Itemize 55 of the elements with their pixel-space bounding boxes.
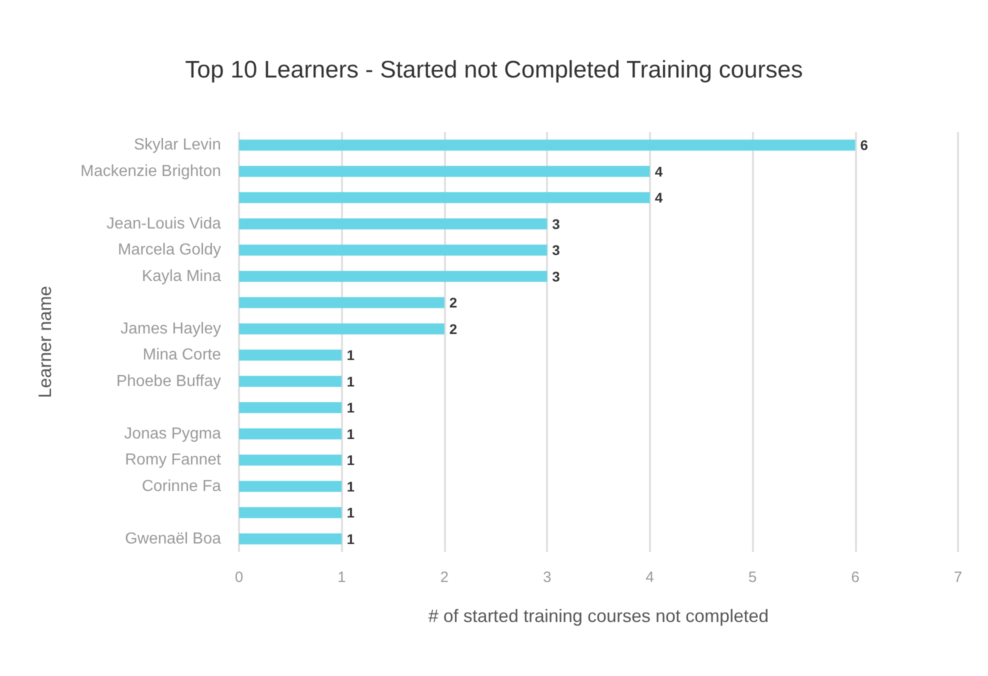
data-label: 4 — [654, 190, 663, 206]
y-tick-label: Jean-Louis Vida — [106, 215, 222, 232]
data-label: 4 — [654, 163, 663, 180]
data-label: 2 — [449, 294, 458, 311]
bar — [239, 140, 856, 151]
y-tick-label: Mina Corte — [142, 346, 222, 364]
bar — [239, 323, 444, 334]
y-tick-label: Marcela Goldy — [118, 242, 221, 259]
bar — [239, 402, 342, 414]
bar — [239, 428, 342, 440]
bar — [239, 270, 548, 282]
y-tick-label: Gwenaël Boa — [124, 530, 222, 548]
x-axis-title: # of started training courses not completed — [428, 606, 769, 626]
bar — [239, 297, 444, 308]
bar — [239, 218, 548, 230]
data-label: 3 — [552, 242, 560, 258]
y-tick-label: James Hayley — [120, 320, 221, 338]
bar — [239, 454, 342, 466]
y-tick-label: Corinne Fa — [142, 478, 222, 495]
bar — [239, 480, 342, 492]
bar — [239, 350, 342, 361]
bar — [239, 533, 342, 544]
data-label: 3 — [552, 268, 560, 284]
data-label: 1 — [346, 400, 355, 416]
y-tick-label: Mackenzie Brighton — [80, 162, 221, 180]
data-label: 1 — [346, 452, 355, 468]
x-tick-label: 2 — [440, 569, 449, 586]
data-label: 2 — [449, 320, 458, 337]
y-axis-title: Learner name — [35, 286, 55, 398]
data-label: 1 — [346, 530, 355, 547]
x-tick-label: 3 — [542, 569, 552, 586]
x-tick-label: 6 — [851, 569, 860, 586]
x-tick-label: 0 — [234, 569, 244, 586]
data-label: 1 — [346, 426, 355, 442]
x-tick-label: 1 — [338, 569, 346, 586]
y-tick-label: Skylar Levin — [134, 136, 221, 154]
x-tick-label: 7 — [954, 569, 962, 586]
x-tick-label: 5 — [748, 569, 757, 586]
y-tick-label: Romy Fannet — [124, 452, 222, 469]
data-label: 6 — [860, 137, 868, 154]
data-label: 1 — [346, 373, 355, 390]
data-label: 3 — [552, 216, 560, 232]
bar — [239, 244, 548, 256]
data-label: 1 — [346, 347, 355, 364]
bar — [239, 166, 650, 177]
bar — [239, 192, 650, 204]
chart-title: Top 10 Learners - Started not Completed Training courses — [185, 56, 803, 84]
data-label: 1 — [346, 504, 355, 521]
bar — [239, 507, 342, 518]
data-label: 1 — [346, 478, 355, 494]
y-tick-label: Jonas Pygma — [124, 425, 222, 442]
y-tick-label: Kayla Mina — [142, 268, 222, 285]
bar — [239, 376, 342, 387]
y-tick-label: Phoebe Buffay — [116, 372, 221, 390]
x-tick-label: 4 — [646, 569, 654, 586]
